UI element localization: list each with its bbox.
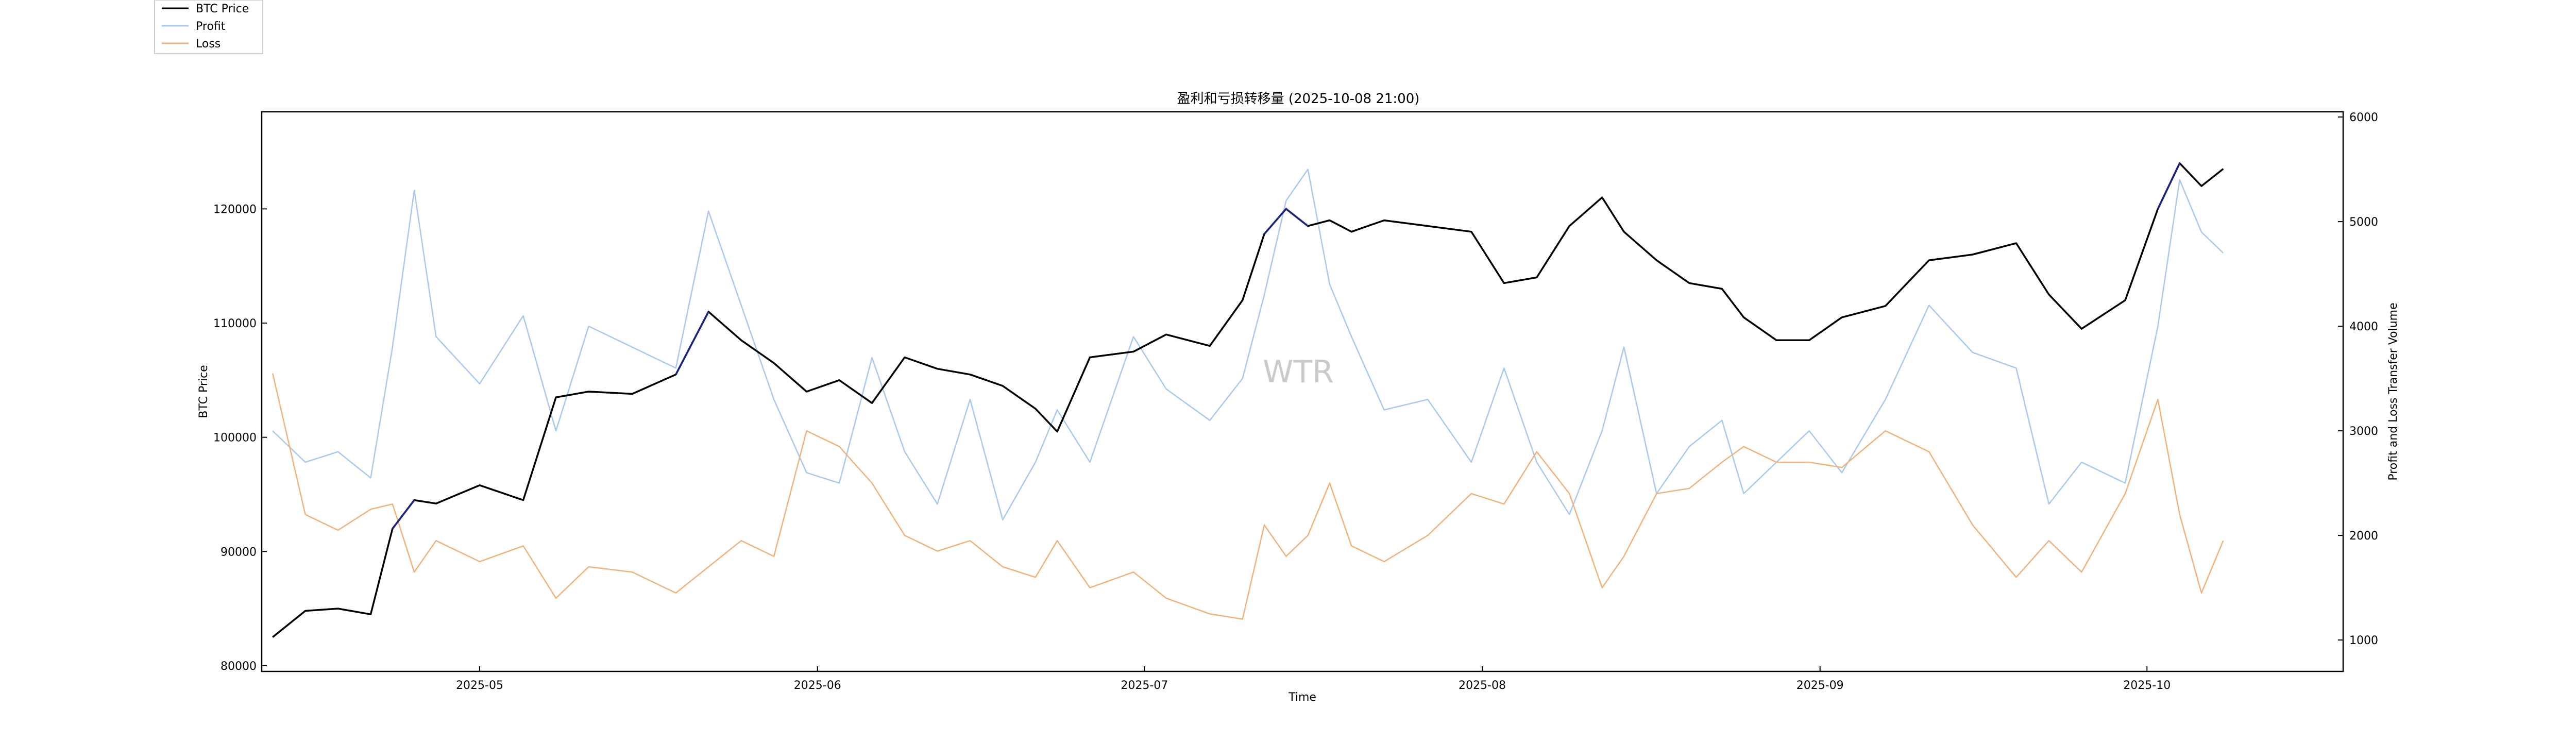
x-tick-label: 2025-06	[794, 679, 841, 692]
series-btc-price-highlight	[2157, 162, 2181, 210]
y-left-tick-label: 80000	[221, 660, 257, 673]
x-tick-label: 2025-07	[1121, 679, 1168, 692]
plot-frame	[261, 111, 2344, 672]
series-btc-price-highlight	[392, 499, 415, 530]
series-btc-price-highlight	[1263, 207, 1309, 235]
y-left-tick-label: 110000	[213, 317, 257, 330]
x-tick-label: 2025-08	[1459, 679, 1506, 692]
y-right-tick-label: 2000	[2349, 530, 2378, 543]
y-left-tick-label: 120000	[213, 203, 257, 216]
chart-title: 盈利和亏损转移量 (2025-10-08 21:00)	[1177, 91, 1420, 107]
series-layer	[272, 162, 2224, 638]
x-tick-label: 2025-09	[1797, 679, 1844, 692]
series-loss-line	[272, 373, 2224, 620]
legend-label-btc: BTC Price	[196, 3, 249, 15]
y-left-tick-label: 100000	[213, 432, 257, 445]
series-profit-line	[272, 168, 2224, 520]
legend-label-loss: Loss	[196, 38, 221, 50]
y-right-tick-label: 3000	[2349, 425, 2378, 438]
y-axis-left-label: BTC Price	[197, 365, 210, 418]
x-axis-label: Time	[1288, 691, 1316, 704]
series-btc-price-highlight	[675, 311, 709, 375]
y-right-tick-label: 6000	[2349, 111, 2378, 124]
watermark: WTR	[1263, 354, 1334, 390]
y-left-tick-label: 90000	[221, 546, 257, 559]
x-tick-label: 2025-10	[2123, 679, 2171, 692]
y-axis-right-label: Profit and Loss Transfer Volume	[2387, 302, 2400, 480]
x-tick-label: 2025-05	[456, 679, 503, 692]
y-right-tick-label: 5000	[2349, 216, 2378, 229]
y-right-tick-label: 4000	[2349, 321, 2378, 333]
tick-layer: 2025-05 2025-06 2025-07 2025-08 2025-09 2025-…	[213, 111, 2378, 692]
legend: BTC Price Profit Loss	[154, 0, 263, 54]
y-right-tick-label: 1000	[2349, 634, 2378, 647]
legend-label-profit: Profit	[196, 20, 226, 33]
